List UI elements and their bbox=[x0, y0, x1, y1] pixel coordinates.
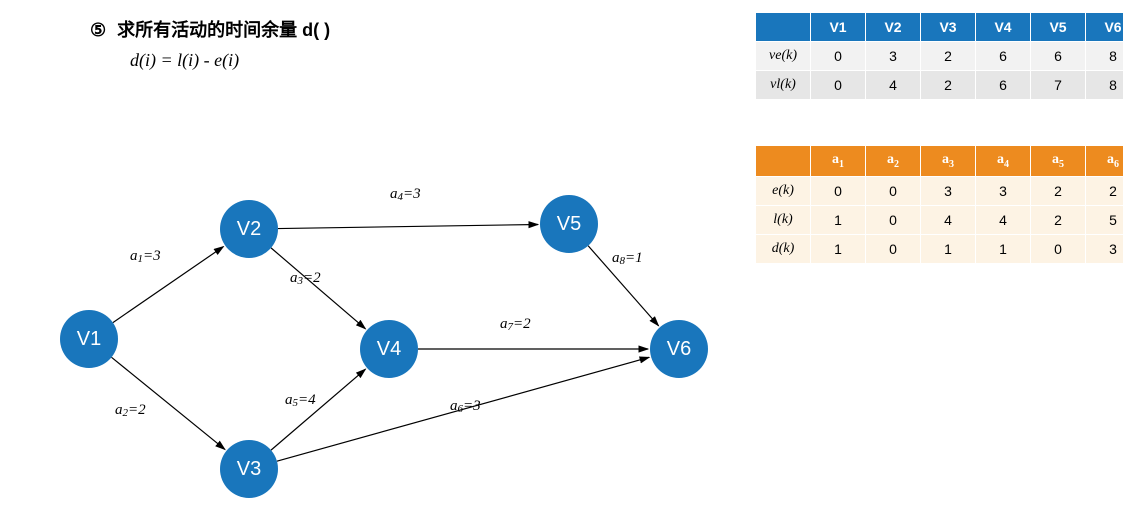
edge-label-a2: a2=2 bbox=[115, 402, 146, 419]
cell: 0 bbox=[866, 176, 921, 205]
heading-number: ⑤ bbox=[90, 20, 106, 41]
vertex-table-col: V1 bbox=[811, 13, 866, 42]
cell: 6 bbox=[976, 71, 1031, 100]
activity-table-col: a3 bbox=[921, 146, 976, 177]
row-label: l(k) bbox=[756, 205, 811, 234]
cell: 0 bbox=[811, 42, 866, 71]
vertex-table-col bbox=[756, 13, 811, 42]
cell: 0 bbox=[1031, 234, 1086, 263]
edge-a3 bbox=[271, 248, 365, 329]
vertex-table-col: V2 bbox=[866, 13, 921, 42]
heading-bold: d( ) bbox=[302, 20, 330, 40]
edge-label-a8: a8=1 bbox=[612, 250, 643, 267]
cell: 2 bbox=[1086, 176, 1123, 205]
cell: 0 bbox=[866, 205, 921, 234]
cell: 2 bbox=[921, 71, 976, 100]
cell: 0 bbox=[811, 71, 866, 100]
cell: 1 bbox=[811, 205, 866, 234]
edge-label-a6: a6=3 bbox=[450, 398, 481, 415]
aov-graph: V1 V2 V3 V4 V5 V6 a1=3 a2=2 a3=2 a4=3 a5=4 a6=3 a7=2… bbox=[60, 140, 740, 510]
cell: 2 bbox=[921, 42, 976, 71]
edge-a5 bbox=[271, 369, 365, 450]
cell: 0 bbox=[811, 176, 866, 205]
cell: 8 bbox=[1086, 71, 1123, 100]
cell: 3 bbox=[1086, 234, 1123, 263]
activity-table-col: a4 bbox=[976, 146, 1031, 177]
edge-label-a4: a4=3 bbox=[390, 186, 421, 203]
cell: 3 bbox=[976, 176, 1031, 205]
activity-table-col: a2 bbox=[866, 146, 921, 177]
node-v6: V6 bbox=[650, 320, 708, 378]
vertex-table-col: V4 bbox=[976, 13, 1031, 42]
row-label: vl(k) bbox=[756, 71, 811, 100]
cell: 2 bbox=[1031, 205, 1086, 234]
cell: 4 bbox=[866, 71, 921, 100]
row-label: d(k) bbox=[756, 234, 811, 263]
cell: 1 bbox=[811, 234, 866, 263]
cell: 3 bbox=[866, 42, 921, 71]
node-v3: V3 bbox=[220, 440, 278, 498]
cell: 1 bbox=[921, 234, 976, 263]
edge-label-a3: a3=2 bbox=[290, 270, 321, 287]
cell: 2 bbox=[1031, 176, 1086, 205]
activity-table-col: a5 bbox=[1031, 146, 1086, 177]
edge-label-a1: a1=3 bbox=[130, 248, 161, 265]
node-v2: V2 bbox=[220, 200, 278, 258]
cell: 4 bbox=[976, 205, 1031, 234]
heading: ⑤ 求所有活动的时间余量 d( ) bbox=[90, 16, 330, 42]
node-v4: V4 bbox=[360, 320, 418, 378]
vertex-table-col: V5 bbox=[1031, 13, 1086, 42]
row-label: ve(k) bbox=[756, 42, 811, 71]
cell: 5 bbox=[1086, 205, 1123, 234]
row-label: e(k) bbox=[756, 176, 811, 205]
cell: 4 bbox=[921, 205, 976, 234]
vertex-table: V1V2V3V4V5V6 ve(k)032668vl(k)042678 bbox=[755, 12, 1123, 100]
table-row: ve(k)032668 bbox=[756, 42, 1123, 71]
table-row: d(k)10110301 bbox=[756, 234, 1123, 263]
activity-table-col: a6 bbox=[1086, 146, 1123, 177]
cell: 7 bbox=[1031, 71, 1086, 100]
node-v5: V5 bbox=[540, 195, 598, 253]
activity-table-col bbox=[756, 146, 811, 177]
node-v1: V1 bbox=[60, 310, 118, 368]
edge-label-a5: a5=4 bbox=[285, 392, 316, 409]
cell: 8 bbox=[1086, 42, 1123, 71]
table-row: l(k)10442567 bbox=[756, 205, 1123, 234]
cell: 6 bbox=[976, 42, 1031, 71]
cell: 0 bbox=[866, 234, 921, 263]
edge-a4 bbox=[278, 224, 538, 228]
heading-text: 求所有活动的时间余量 bbox=[117, 20, 297, 40]
cell: 6 bbox=[1031, 42, 1086, 71]
vertex-table-col: V6 bbox=[1086, 13, 1123, 42]
formula: d(i) = l(i) - e(i) bbox=[130, 50, 239, 71]
edge-label-a7: a7=2 bbox=[500, 316, 531, 333]
vertex-table-col: V3 bbox=[921, 13, 976, 42]
cell: 1 bbox=[976, 234, 1031, 263]
table-row: e(k)00332266 bbox=[756, 176, 1123, 205]
cell: 3 bbox=[921, 176, 976, 205]
table-row: vl(k)042678 bbox=[756, 71, 1123, 100]
activity-table: a1a2a3a4a5a6a7a8 e(k)00332266l(k)1044256… bbox=[755, 145, 1123, 264]
activity-table-col: a1 bbox=[811, 146, 866, 177]
